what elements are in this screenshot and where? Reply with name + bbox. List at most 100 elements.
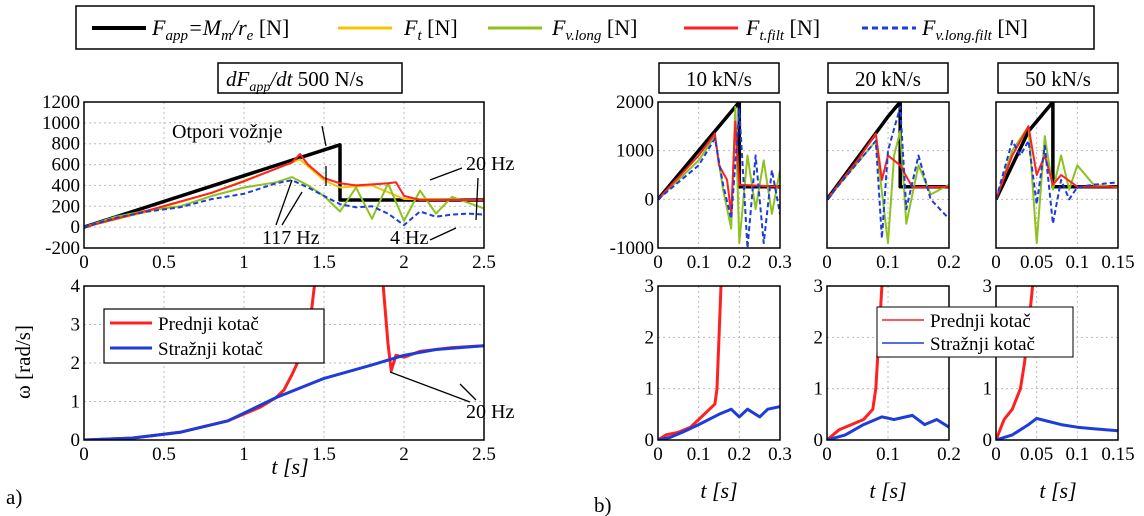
- series-a_top-0: [84, 143, 484, 229]
- annotation-4hz-arrow: [429, 227, 457, 241]
- top-legend: Fapp=Mm/re [N] Ft [N] Fv.long [N] Ft.fil…: [75, 5, 1095, 50]
- panel-a-annotations: Otpori vožnje 20 Hz 117 Hz 4 Hz 20 Hz: [172, 121, 514, 423]
- xtick-a_top-5: 2.5: [472, 252, 496, 273]
- ytick-a_bottom-3: 3: [71, 315, 81, 336]
- xtick-a_bottom-0: 0: [79, 444, 89, 465]
- frame-b3_bottom: [995, 285, 1119, 441]
- ytick-b2_bottom-2: 2: [814, 327, 824, 348]
- series-b2_top-3: [827, 105, 949, 240]
- annotation-117hz-arrow-1: [275, 179, 293, 226]
- xtick-b1_top-0: 0: [653, 252, 663, 273]
- annotation-4hz: 4 Hz: [390, 227, 428, 249]
- xtick-a_top-2: 1: [239, 252, 249, 273]
- xtick-b3_top-2: 0.1: [1065, 252, 1089, 273]
- legend-label-tfilt: Ft.filt [N]: [745, 15, 820, 44]
- panel-a-title-box: [217, 62, 403, 94]
- panel-b-legend: Prednji kotač Stražnji kotač: [876, 306, 1074, 358]
- ytick-a_bottom-2: 2: [71, 353, 81, 374]
- panel-b-title-box-2: [827, 62, 949, 94]
- xtick-b3_top-0: 0: [991, 252, 1001, 273]
- xtick-a_top-0: 0: [79, 252, 89, 273]
- xtick-a_bottom-2: 1: [239, 444, 249, 465]
- xtick-a_top-3: 1.5: [312, 252, 336, 273]
- panel-a-label: a): [6, 485, 22, 509]
- xtick-b3_bottom-2: 0.1: [1065, 444, 1089, 465]
- plot-b3_top: 0 0.05 0.1 0.15: [991, 101, 1135, 273]
- panel-b-title-box-1: [658, 62, 780, 94]
- annotation-20hz-bottom-arrow-1: [389, 371, 471, 403]
- panel-b-xlabel-1: t [s]: [700, 478, 737, 503]
- series-a_top-4: [84, 179, 484, 229]
- ytick-b1_bottom-3: 3: [645, 276, 655, 297]
- series-b3_top-0: [996, 102, 1118, 201]
- xtick-b3_top-3: 0.15: [1101, 252, 1134, 273]
- annotation-20hz-top: 20 Hz: [466, 153, 514, 175]
- series-b2_top-2: [827, 132, 949, 200]
- series-b3_top-2: [996, 125, 1118, 200]
- ytick-a_bottom-1: 1: [71, 392, 81, 413]
- ytick-b1_top-2: 1000: [616, 141, 654, 162]
- xtick-b2_top-1: 0.1: [876, 252, 900, 273]
- panel-b-title-3: 50 kN/s: [1025, 67, 1091, 91]
- panel-a-legend: Prednji kotač Stražnji kotač: [103, 308, 325, 364]
- series-b1_top-2: [658, 120, 780, 215]
- series-b3_bottom-1: [996, 416, 1118, 440]
- panel-b-title-1: 10 kN/s: [686, 67, 752, 91]
- xtick-b3_bottom-1: 0.05: [1020, 444, 1053, 465]
- annotation-20hz-arrow-2: [475, 177, 479, 221]
- annotation-20hz-bottom: 20 Hz: [466, 401, 514, 423]
- ytick-a_top-0: -200: [45, 238, 80, 259]
- legend-label-vlong: Fv.long [N]: [551, 15, 637, 44]
- frame-b2_top: [826, 101, 950, 249]
- ytick-a_top-5: 800: [52, 134, 81, 155]
- annotation-117hz-arrow-2: [281, 191, 303, 226]
- frame-b2_bottom: [826, 285, 950, 441]
- panel-b-title-box-3: [997, 62, 1119, 94]
- ytick-a_top-3: 400: [52, 175, 81, 196]
- panel-b-legend-frame: [876, 306, 1074, 358]
- series-b1_bottom-0: [658, 286, 723, 440]
- series-b2_bottom-0: [827, 286, 884, 440]
- series-b1_top-1: [658, 105, 780, 245]
- annotation-20hz-arrow: [429, 167, 463, 181]
- ytick-a_top-2: 200: [52, 196, 81, 217]
- plot-a_bottom: 0 0.5 1 1.5 2 2.5 0 1 2 3 4: [71, 276, 496, 465]
- series-b1_bottom-1: [658, 405, 780, 440]
- ytick-a_top-6: 1000: [42, 113, 80, 134]
- ytick-b1_top-1: 0: [645, 189, 655, 210]
- ytick-b3_bottom-1: 1: [983, 379, 993, 400]
- panel-b-legend-front: Prednji kotač: [930, 311, 1031, 332]
- panel-a-legend-rear: Stražnji kotač: [158, 339, 263, 360]
- xtick-b2_bottom-2: 0.2: [937, 444, 961, 465]
- plot-b3_bottom: 00.050.10.150123: [983, 276, 1135, 465]
- panel-a-xlabel: t [s]: [271, 454, 308, 479]
- ytick-a_top-4: 600: [52, 155, 81, 176]
- ytick-b1_top-0: -1000: [610, 238, 654, 259]
- panel-b-title-2: 20 kN/s: [855, 67, 921, 91]
- xtick-b1_top-2: 0.2: [727, 252, 751, 273]
- panel-a-ylabel: ω [rad/s]: [11, 325, 35, 399]
- xtick-b3_top-1: 0.05: [1020, 252, 1053, 273]
- xtick-b1_bottom-0: 0: [653, 444, 663, 465]
- series-b3_top-3: [996, 139, 1118, 225]
- panel-a-legend-front: Prednji kotač: [158, 314, 259, 335]
- xtick-a_bottom-4: 2: [399, 444, 409, 465]
- xtick-b2_bottom-0: 0: [822, 444, 832, 465]
- ytick-b1_bottom-2: 2: [645, 327, 655, 348]
- xtick-b1_bottom-1: 0.1: [687, 444, 711, 465]
- plot-b1_bottom: 0 0.1 0.2 0.3 0 1 2 3: [645, 276, 792, 465]
- xtick-a_top-1: 0.5: [152, 252, 176, 273]
- series-a_top-3: [84, 153, 484, 229]
- xtick-b2_bottom-1: 0.1: [876, 444, 900, 465]
- plot-b2_top: 0 0.1 0.2: [822, 101, 961, 273]
- ytick-b3_bottom-0: 0: [983, 430, 993, 451]
- xtick-a_bottom-3: 1.5: [312, 444, 336, 465]
- top-legend-frame: [75, 5, 1095, 50]
- legend-label-vfilt: Fv.long.filt [N]: [921, 15, 1028, 44]
- xtick-b1_top-3: 0.3: [768, 252, 792, 273]
- xtick-b3_bottom-0: 0: [991, 444, 1001, 465]
- ytick-b2_bottom-3: 3: [814, 276, 824, 297]
- annotation-otpori-arrow-1: [321, 125, 327, 147]
